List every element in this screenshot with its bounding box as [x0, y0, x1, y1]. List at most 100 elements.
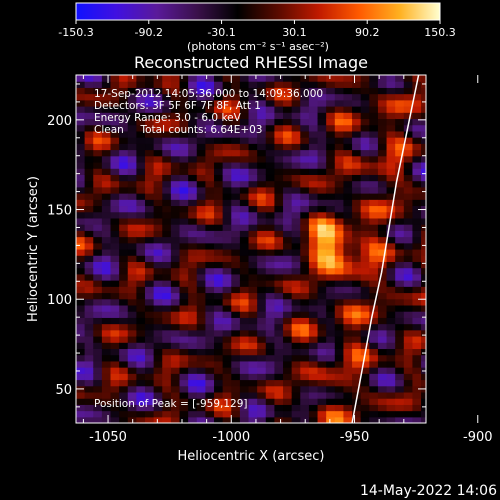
heatmap-cell	[93, 93, 103, 101]
heatmap-cell	[162, 112, 172, 120]
heatmap-cell	[412, 193, 422, 200]
heatmap-cell	[136, 416, 146, 423]
heatmap-cell	[136, 367, 146, 374]
heatmap-cell	[377, 193, 388, 200]
heatmap-cell	[317, 286, 327, 294]
heatmap-cell	[274, 354, 284, 362]
heatmap-cell	[343, 391, 353, 399]
heatmap-cell	[334, 186, 345, 194]
heatmap-cell	[119, 149, 129, 157]
heatmap-cell	[274, 199, 284, 207]
heatmap-cell	[170, 186, 181, 194]
heatmap-cell	[119, 342, 129, 350]
heatmap-cell	[110, 304, 120, 312]
heatmap-cell	[214, 248, 224, 256]
heatmap-cell	[239, 342, 250, 350]
heatmap-cell	[403, 168, 414, 175]
heatmap-cell	[274, 106, 284, 113]
heatmap-cell	[153, 354, 163, 362]
heatmap-cell	[326, 99, 336, 107]
heatmap-cell	[257, 348, 267, 356]
heatmap-cell	[412, 143, 422, 151]
heatmap-cell	[386, 236, 396, 244]
heatmap-cell	[334, 199, 345, 207]
heatmap-cell	[222, 99, 232, 107]
heatmap-cell	[308, 298, 319, 306]
heatmap-cell	[101, 391, 112, 399]
heatmap-cell	[386, 106, 396, 113]
heatmap-cell	[76, 236, 86, 244]
heatmap-cell	[352, 161, 362, 169]
heatmap-cell	[76, 75, 86, 82]
heatmap-cell	[248, 261, 258, 269]
heatmap-cell	[412, 255, 422, 262]
heatmap-cell	[110, 311, 120, 318]
heatmap-cell	[377, 410, 388, 418]
annotation-detectors: Detectors: 3F 5F 6F 7F 8F, Att 1	[94, 100, 261, 112]
heatmap-cell	[326, 81, 336, 88]
heatmap-cell	[274, 348, 284, 356]
heatmap-cell	[257, 81, 267, 88]
heatmap-cell	[153, 137, 163, 144]
heatmap-cell	[412, 292, 422, 300]
heatmap-cell	[369, 267, 379, 275]
heatmap-cell	[257, 398, 267, 405]
heatmap-cell	[334, 75, 345, 82]
heatmap-cell	[214, 373, 224, 381]
heatmap-cell	[265, 292, 276, 300]
heatmap-cell	[93, 87, 103, 95]
heatmap-cell	[127, 286, 137, 294]
heatmap-cell	[248, 348, 258, 356]
heatmap-cell	[421, 248, 426, 256]
heatmap-cell	[291, 124, 301, 132]
heatmap-cell	[196, 124, 207, 132]
heatmap-cell	[265, 367, 276, 374]
heatmap-cell	[265, 354, 276, 362]
heatmap-cell	[317, 168, 327, 175]
heatmap-cell	[179, 199, 189, 207]
heatmap-cell	[222, 286, 232, 294]
heatmap-cell	[308, 130, 319, 138]
heatmap-cell	[84, 391, 94, 399]
heatmap-cell	[196, 335, 207, 343]
heatmap-cell	[395, 354, 405, 362]
heatmap-cell	[412, 298, 422, 306]
heatmap-cell	[205, 385, 215, 393]
heatmap-cell	[265, 230, 276, 238]
heatmap-cell	[334, 410, 345, 418]
heatmap-cell	[76, 161, 86, 169]
heatmap-cell	[239, 161, 250, 169]
heatmap-cell	[119, 391, 129, 399]
heatmap-cell	[179, 248, 189, 256]
heatmap-cell	[360, 292, 370, 300]
heatmap-cell	[360, 298, 370, 306]
heatmap-cell	[119, 267, 129, 275]
heatmap-cell	[76, 99, 86, 107]
heatmap-cell	[76, 193, 86, 200]
heatmap-cell	[162, 230, 172, 238]
heatmap-cell	[196, 248, 207, 256]
heatmap-cell	[127, 323, 137, 331]
heatmap-cell	[205, 342, 215, 350]
heatmap-cell	[205, 130, 215, 138]
heatmap-cell	[76, 329, 86, 337]
heatmap-cell	[395, 410, 405, 418]
heatmap-cell	[214, 304, 224, 312]
heatmap-cell	[76, 348, 86, 356]
heatmap-cell	[412, 199, 422, 207]
heatmap-cell	[291, 286, 301, 294]
heatmap-cell	[283, 143, 293, 151]
heatmap-cell	[231, 124, 241, 132]
heatmap-cell	[403, 317, 414, 325]
heatmap-cell	[412, 93, 422, 101]
heatmap-cell	[214, 130, 224, 138]
heatmap-cell	[283, 81, 293, 88]
heatmap-cell	[239, 168, 250, 175]
heatmap-cell	[412, 149, 422, 157]
heatmap-cell	[93, 205, 103, 213]
heatmap-cell	[179, 416, 189, 423]
heatmap-cell	[308, 329, 319, 337]
heatmap-cell	[170, 404, 181, 412]
heatmap-cell	[153, 292, 163, 300]
